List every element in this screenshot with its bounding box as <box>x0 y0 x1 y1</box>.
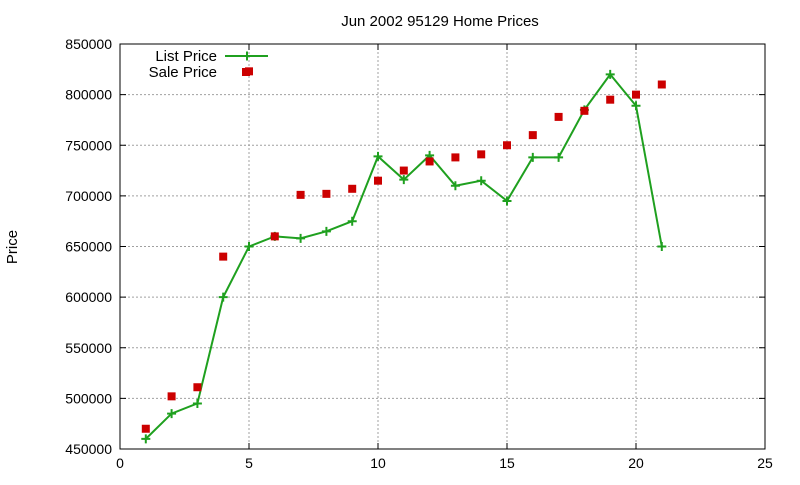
y-tick-label: 550000 <box>65 340 112 356</box>
list-price-point <box>373 151 383 161</box>
sale-price-point <box>296 190 305 199</box>
legend-label-sale-price: Sale Price <box>149 64 217 81</box>
list-price-point <box>399 175 409 185</box>
legend: List Price Sale Price <box>149 48 268 81</box>
sale-price-point <box>374 176 382 185</box>
list-price-point <box>657 242 667 251</box>
sale-price-point <box>167 392 176 401</box>
x-tick-label: 25 <box>757 455 773 471</box>
list-price-point <box>554 152 564 162</box>
list-price-point <box>296 233 306 243</box>
list-price-point <box>192 398 202 408</box>
sale-price-point <box>193 383 202 392</box>
data-series <box>141 67 667 444</box>
legend-swatch-list-price-marker <box>242 51 252 61</box>
legend-swatch-sale-price-marker <box>242 68 250 76</box>
x-tick-label: 10 <box>370 455 386 471</box>
list-price-point <box>450 181 460 191</box>
chart-title: Jun 2002 95129 Home Prices <box>341 13 539 30</box>
y-tick-label: 850000 <box>65 36 112 52</box>
y-tick-label: 450000 <box>65 441 112 457</box>
x-tick-label: 15 <box>499 455 515 471</box>
sale-price-point <box>451 153 460 162</box>
list-price-point <box>347 216 357 226</box>
x-tick-label: 20 <box>628 455 644 471</box>
grid-lines <box>120 44 765 449</box>
list-price-point <box>218 292 228 302</box>
sale-price-point <box>657 80 666 89</box>
list-price-point <box>141 434 151 444</box>
y-tick-label: 800000 <box>65 87 112 103</box>
sale-price-point <box>219 252 228 261</box>
sale-price-point <box>425 157 434 166</box>
list-price-point <box>476 176 486 186</box>
list-price-point <box>321 226 331 236</box>
sale-price-point <box>580 106 589 115</box>
list-price-point <box>631 101 641 111</box>
x-tick-label: 5 <box>245 455 253 471</box>
y-tick-label: 650000 <box>65 239 112 255</box>
sale-price-point <box>606 95 615 104</box>
y-tick-label: 750000 <box>65 137 112 153</box>
list-price-point <box>244 242 254 251</box>
list-price-point <box>502 196 512 206</box>
list-price-point <box>605 69 615 79</box>
sale-price-point <box>477 150 486 159</box>
sale-price-point <box>322 189 331 198</box>
sale-price-point <box>503 141 511 150</box>
sale-price-point <box>399 166 408 175</box>
sale-price-point <box>348 184 357 193</box>
axis-ticks: 0 5 10 15 20 25 450000 500000 550000 600000 650000… <box>65 36 773 471</box>
legend-label-list-price: List Price <box>155 48 217 65</box>
y-tick-label: 700000 <box>65 188 112 204</box>
sale-price-point <box>554 112 563 121</box>
sale-price-point <box>528 131 537 140</box>
y-tick-label: 600000 <box>65 289 112 305</box>
list-price-point <box>528 152 538 162</box>
sale-price-point <box>632 90 640 99</box>
x-tick-label: 0 <box>116 455 124 471</box>
sale-price-point <box>270 232 279 241</box>
list-price-point <box>167 409 177 419</box>
y-axis-label: Price <box>4 230 21 264</box>
y-tick-label: 500000 <box>65 390 112 406</box>
sale-price-point <box>141 424 150 433</box>
